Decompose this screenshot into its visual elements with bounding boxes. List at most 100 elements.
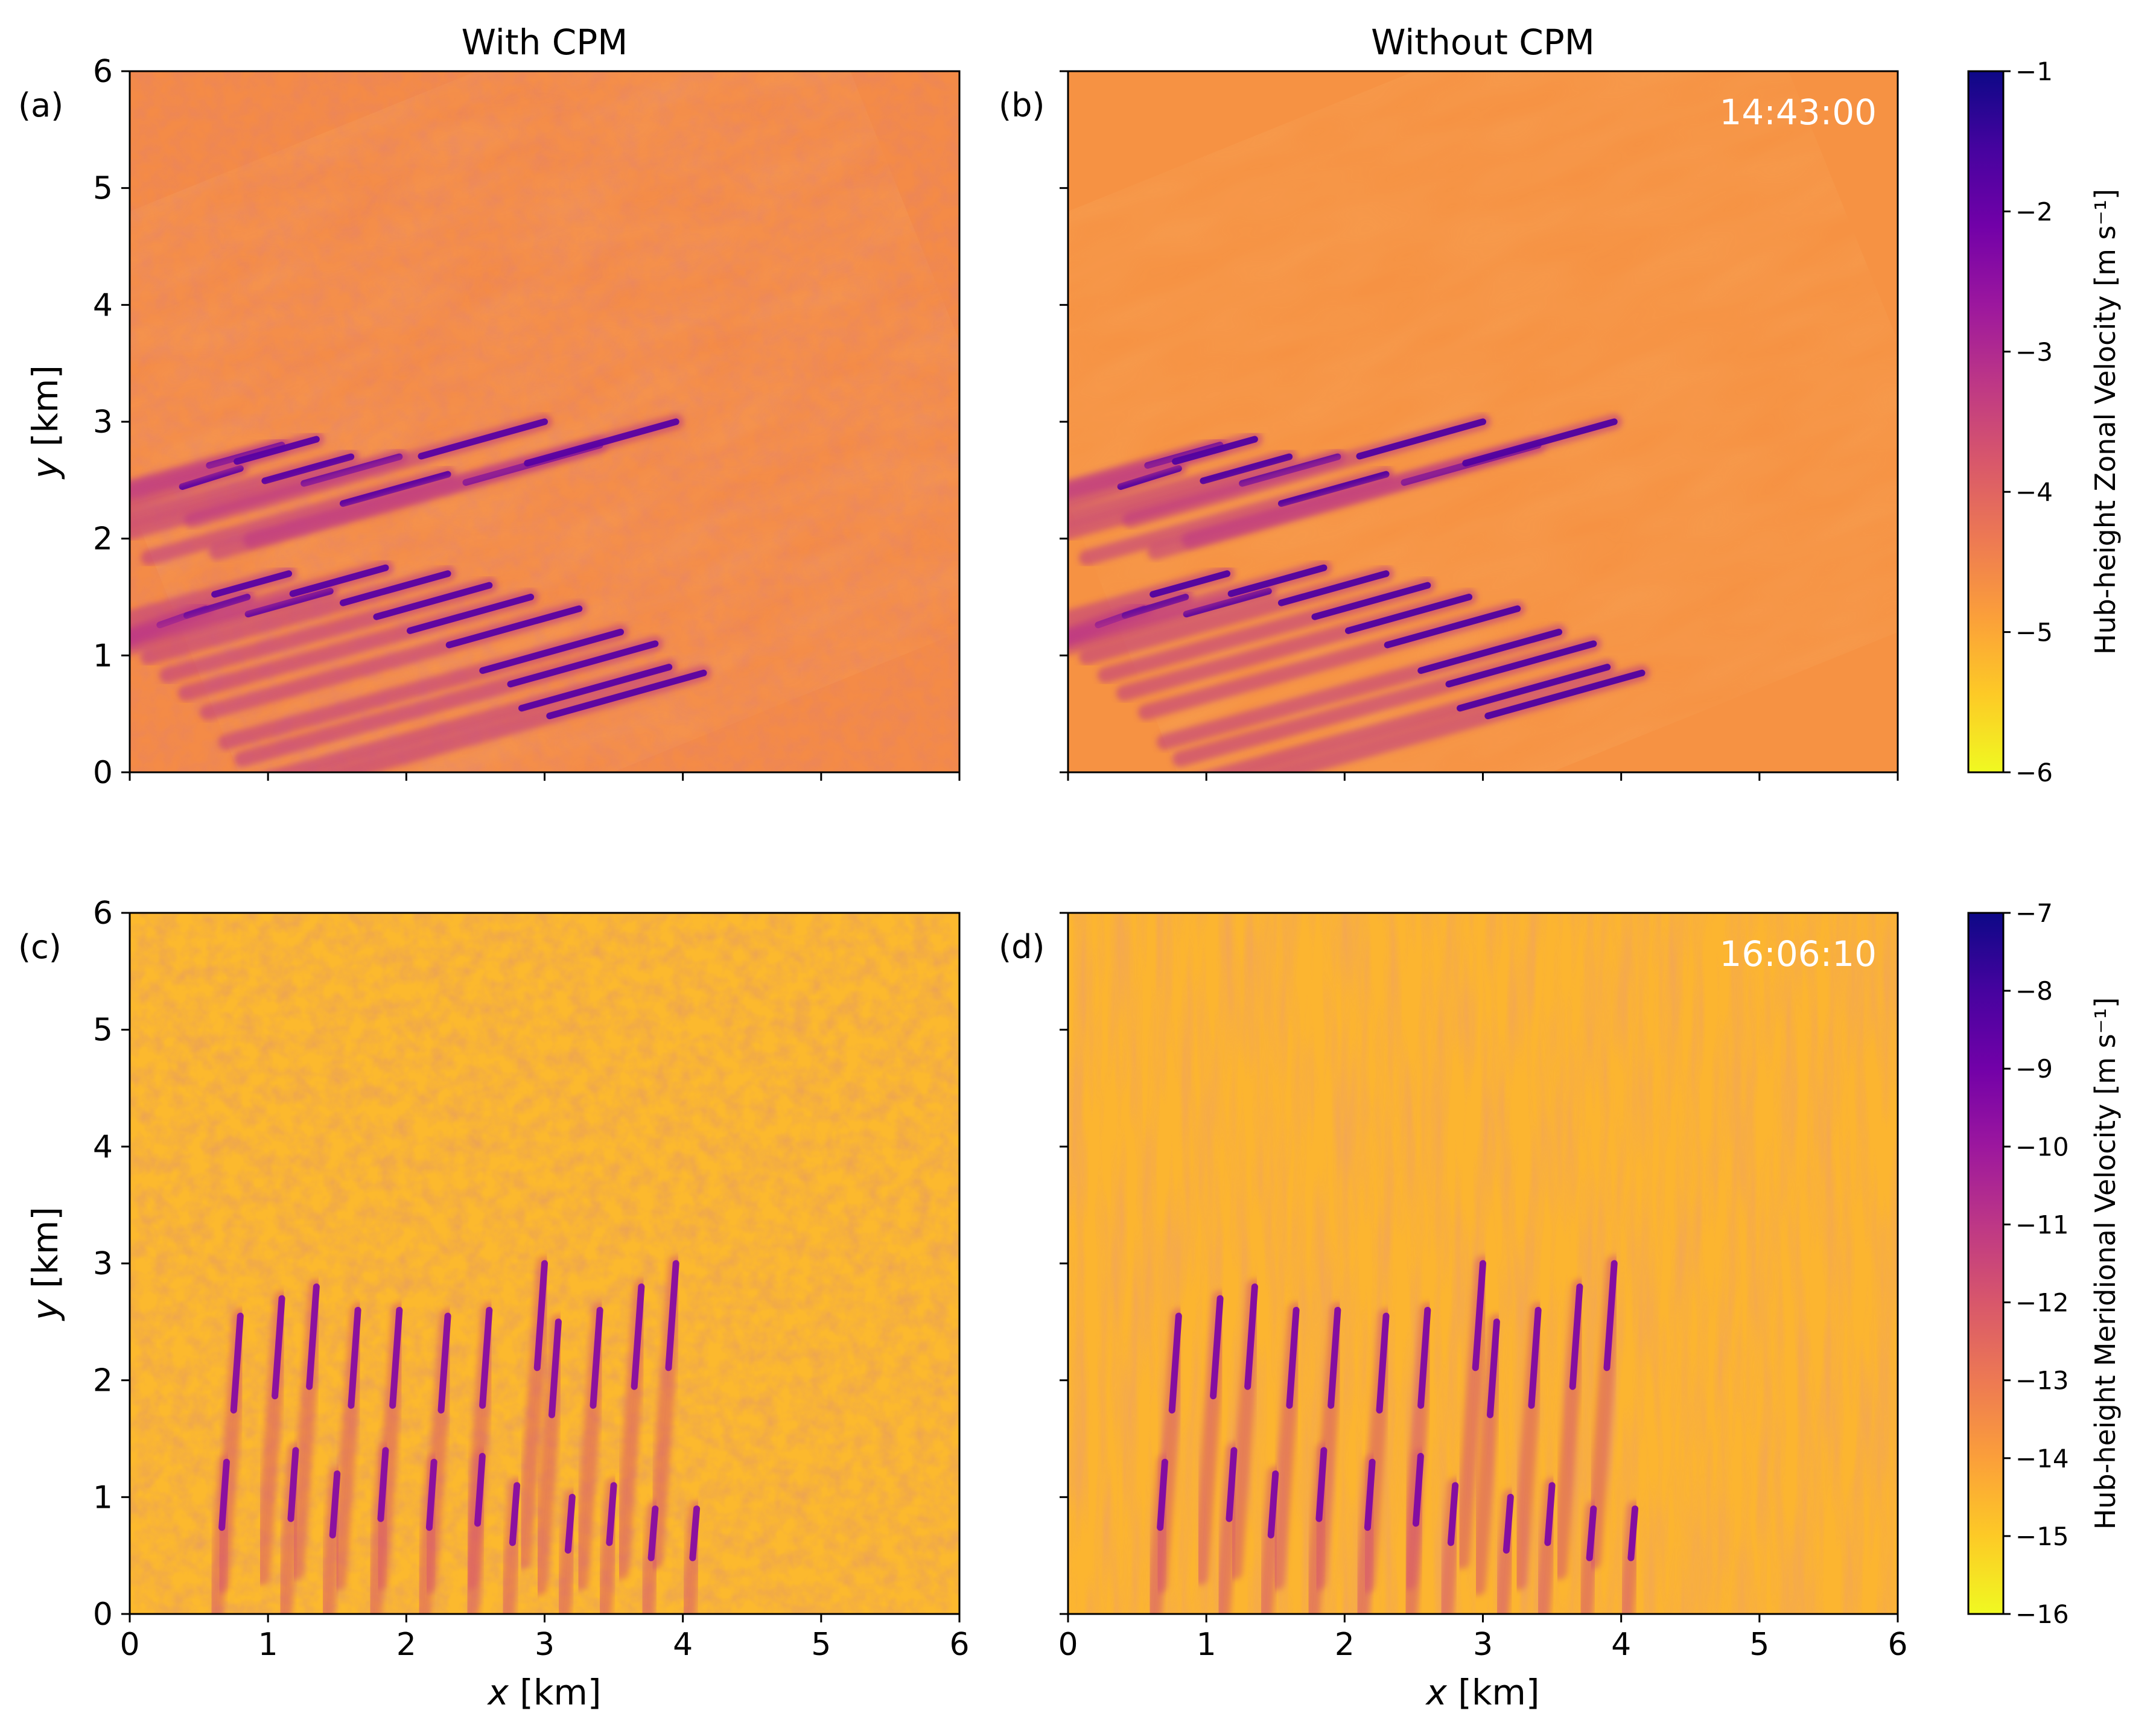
panel-c: 0 1 2 3 4 5 6 0 1 2 3 4 5 6 x [km] y [km] (c) — [18, 895, 970, 1713]
colorbar-tick-label: −6 — [2015, 758, 2053, 787]
wake-core — [1447, 1482, 1459, 1546]
wake-core — [211, 570, 293, 598]
x-tick-label: 3 — [535, 1627, 555, 1663]
colorbar-tick-label: −1 — [2015, 57, 2053, 86]
timestamp-label: 16:06:10 — [1720, 933, 1877, 974]
colorbar-label: Hub-height Zonal Velocity [m s⁻¹] — [2089, 189, 2122, 655]
y-tick-label: 0 — [93, 1596, 113, 1633]
wake-core — [474, 1453, 486, 1527]
wake-core — [1384, 605, 1521, 649]
x-tick-label: 1 — [1197, 1627, 1216, 1663]
wake-core — [272, 1295, 285, 1400]
wake-core — [1277, 471, 1390, 507]
y-tick-label: 3 — [93, 1246, 113, 1282]
wake-core — [218, 1458, 230, 1531]
y-axis-label: y [km] — [25, 1207, 66, 1321]
wake-core — [1586, 1505, 1597, 1561]
y-tick-label: 2 — [93, 521, 113, 557]
panel-tag: (d) — [999, 928, 1045, 966]
y-tick-label: 1 — [93, 638, 113, 674]
wake-core — [1210, 1295, 1224, 1400]
wake-core — [631, 1283, 645, 1390]
wake-core — [1417, 1306, 1431, 1409]
wake-core — [509, 1482, 521, 1546]
colorbar-tick-label: −8 — [2015, 976, 2053, 1006]
wake-core — [1503, 1493, 1514, 1554]
x-tick-label: 1 — [258, 1627, 278, 1663]
y-tick-label: 2 — [93, 1363, 113, 1399]
wake-core — [1267, 1470, 1279, 1539]
wake-core — [437, 1312, 451, 1414]
colorbar-tick-label: −11 — [2015, 1210, 2069, 1239]
wake-core — [425, 1458, 437, 1531]
colorbar-tick-label: −10 — [2015, 1132, 2069, 1161]
wake-core — [445, 605, 583, 649]
wake-core — [1315, 1447, 1328, 1522]
wake-core — [546, 669, 707, 720]
colorbar-gradient — [1967, 70, 2005, 773]
panel-tag: (a) — [18, 86, 63, 124]
panel-b: (b) Without CPM 14:43:00 — [999, 22, 1899, 781]
colorbar-tick-label: −9 — [2015, 1054, 2053, 1084]
wake-core — [329, 1470, 341, 1539]
wake-core — [1227, 564, 1328, 597]
wake-core — [606, 1482, 617, 1546]
panel-d: 0 1 2 3 4 5 6 x [km] (d) 16:06:10 — [999, 912, 1908, 1713]
wake-core — [665, 1260, 679, 1371]
wake-core — [289, 564, 389, 597]
wake-core — [1376, 1312, 1390, 1414]
y-tick-label: 4 — [93, 1129, 113, 1165]
wake-core — [524, 418, 679, 467]
x-tick-label: 2 — [396, 1627, 416, 1663]
wake-core — [261, 453, 355, 484]
x-axis-label: x [km] — [486, 1672, 601, 1713]
x-tick-label: 3 — [1473, 1627, 1493, 1663]
panel-tag: (b) — [999, 86, 1045, 124]
column-title: With CPM — [462, 22, 628, 63]
colorbar-tick-label: −5 — [2015, 618, 2053, 647]
wake-core — [1569, 1283, 1583, 1390]
wake-core — [689, 1505, 701, 1561]
colorbar-tick-label: −3 — [2015, 337, 2053, 367]
column-title: Without CPM — [1371, 22, 1595, 63]
colorbar-tick-label: −14 — [2015, 1444, 2069, 1473]
colorbar-gradient — [1967, 912, 2005, 1615]
wake-core — [389, 1306, 403, 1409]
colorbar-tick-label: −12 — [2015, 1288, 2069, 1318]
timestamp-label: 14:43:00 — [1720, 92, 1877, 133]
colorbar-tick-label: −2 — [2015, 197, 2053, 226]
wake-core — [518, 664, 673, 712]
y-tick-label: 5 — [93, 171, 113, 207]
colorbar-tick-label: −13 — [2015, 1366, 2069, 1396]
wake-core — [373, 582, 493, 620]
wake-core — [418, 418, 548, 460]
wake-core — [1168, 1312, 1182, 1414]
x-tick-label: 6 — [949, 1627, 969, 1663]
y-tick-label: 0 — [93, 755, 113, 791]
wake-core — [533, 1260, 548, 1371]
wake-core — [1150, 570, 1231, 598]
wake-core — [1277, 570, 1390, 606]
wake-core — [287, 1447, 299, 1522]
x-axis-label: x [km] — [1425, 1672, 1539, 1713]
y-tick-label: 3 — [93, 404, 113, 440]
wake-core — [1200, 453, 1293, 484]
colorbar-zonal: −1 −2 −3 −4 −5 −6 Hub-height Zonal Velocity [m… — [1967, 57, 2122, 787]
x-tick-label: 4 — [1611, 1627, 1631, 1663]
wake-core — [1412, 1453, 1424, 1527]
wake-core — [1311, 582, 1431, 620]
wake-core — [590, 1306, 603, 1409]
wake-core — [479, 1306, 493, 1409]
wake-core — [564, 1493, 576, 1554]
wake-core — [1117, 465, 1182, 490]
wake-core — [1157, 1458, 1168, 1531]
colorbar-meridional: −7 −8 −9 −10 −11 −12 −13 −14 −15 −16 Hub-height Me… — [1967, 898, 2122, 1629]
wake-core — [548, 1318, 562, 1418]
x-tick-label: 5 — [1749, 1627, 1769, 1663]
wake-core — [1462, 418, 1618, 467]
x-tick-label: 0 — [119, 1627, 139, 1663]
wake-core — [1328, 1306, 1341, 1409]
wake-core — [1486, 1318, 1500, 1418]
x-tick-label: 2 — [1335, 1627, 1355, 1663]
